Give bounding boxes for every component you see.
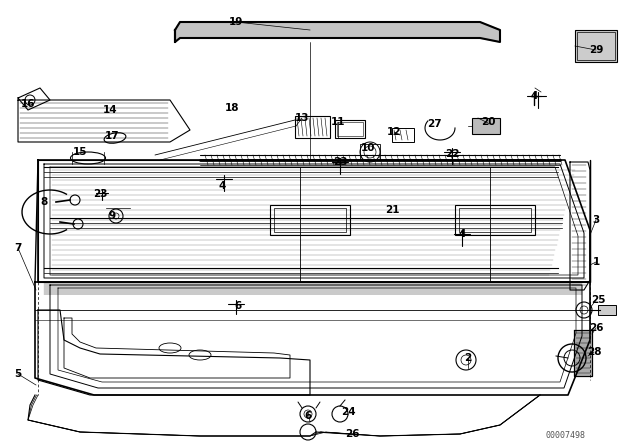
Text: 14: 14 [102,105,117,115]
Text: 26: 26 [345,429,359,439]
Text: 22: 22 [445,149,460,159]
Text: 8: 8 [40,197,47,207]
Text: 4: 4 [458,229,466,239]
Bar [335,120,365,138]
Bar [270,205,350,235]
Text: 27: 27 [427,119,442,129]
Text: 29: 29 [589,45,603,55]
Text: 25: 25 [591,295,605,305]
Bar [455,205,535,235]
Text: 21: 21 [385,205,399,215]
Bar [577,32,615,60]
Text: 15: 15 [73,147,87,157]
Bar [295,116,330,138]
Text: 7: 7 [14,243,22,253]
Text: 1: 1 [593,257,600,267]
Bar [274,208,346,232]
Text: 10: 10 [361,143,375,153]
Text: 6: 6 [305,411,312,421]
Text: 18: 18 [225,103,239,113]
Text: 20: 20 [481,117,495,127]
Text: 23: 23 [333,157,348,167]
Text: 6: 6 [234,301,242,311]
Text: 00007498: 00007498 [545,431,585,439]
Text: 4: 4 [218,181,226,191]
Text: 16: 16 [20,99,35,109]
Text: 2: 2 [465,353,472,363]
Bar [459,208,531,232]
Text: 19: 19 [229,17,243,27]
Bar [575,30,617,62]
Text: 28: 28 [587,347,601,357]
Text: 24: 24 [340,407,355,417]
Text: 26: 26 [589,323,604,333]
Text: 11: 11 [331,117,345,127]
Text: 5: 5 [14,369,22,379]
Bar [392,128,414,142]
Text: 9: 9 [108,211,116,221]
Text: 3: 3 [593,215,600,225]
Text: 23: 23 [93,189,108,199]
Text: 12: 12 [387,127,401,137]
Bar [360,144,380,160]
Bar [598,305,616,315]
Text: 13: 13 [295,113,309,123]
Text: 17: 17 [105,131,119,141]
Bar [472,118,500,134]
Polygon shape [175,22,500,42]
Polygon shape [574,330,592,376]
Bar [337,122,363,136]
Text: 4: 4 [531,91,538,101]
